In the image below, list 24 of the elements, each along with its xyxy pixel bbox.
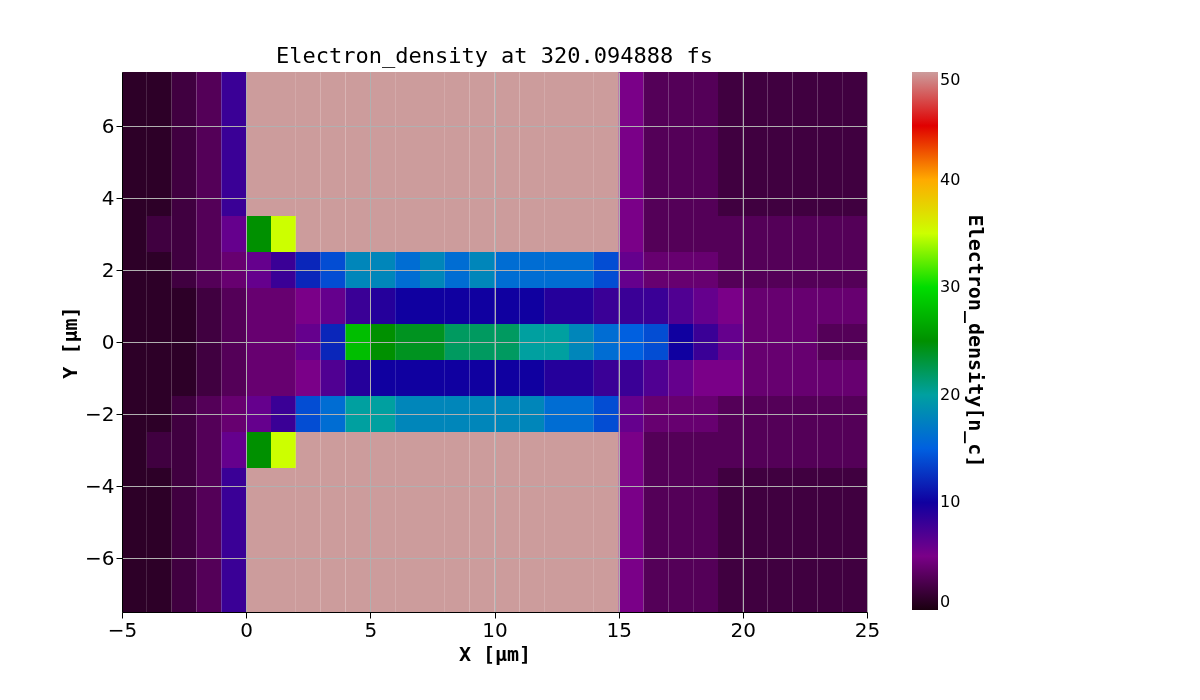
x-tick-label: 25 [854,617,881,642]
chart-title: Electron_density at 320.094888 fs [275,43,714,68]
color-bar-label: 50 [940,70,961,89]
y-tick-label: −2 [85,401,115,426]
y-tick-label: 6 [101,113,115,138]
color-bar-title: Electron_density[n_c] [964,214,988,468]
color-bar-label: 40 [940,169,961,189]
x-tick-label: 15 [606,617,632,642]
x-tick-label: −5 [107,617,138,642]
color-bar-label: 0 [940,592,951,611]
x-tick-label: 10 [482,617,508,642]
x-tick-label: 20 [730,617,757,642]
y-tick-label: −6 [85,545,115,570]
x-tick-label: 0 [240,617,254,642]
y-tick-label: −4 [85,473,115,498]
color-bar-label: 20 [940,384,961,404]
x-axis-title: X [μm] [458,641,532,666]
x-tick-label: 5 [364,617,378,642]
y-tick-label: 0 [101,329,115,354]
color-bar-label: 30 [940,277,961,297]
y-axis-title: Y [μm] [58,306,83,379]
y-tick-label: 2 [101,257,115,282]
y-tick-label: 4 [101,185,115,210]
color-bar-label: 10 [940,492,961,512]
